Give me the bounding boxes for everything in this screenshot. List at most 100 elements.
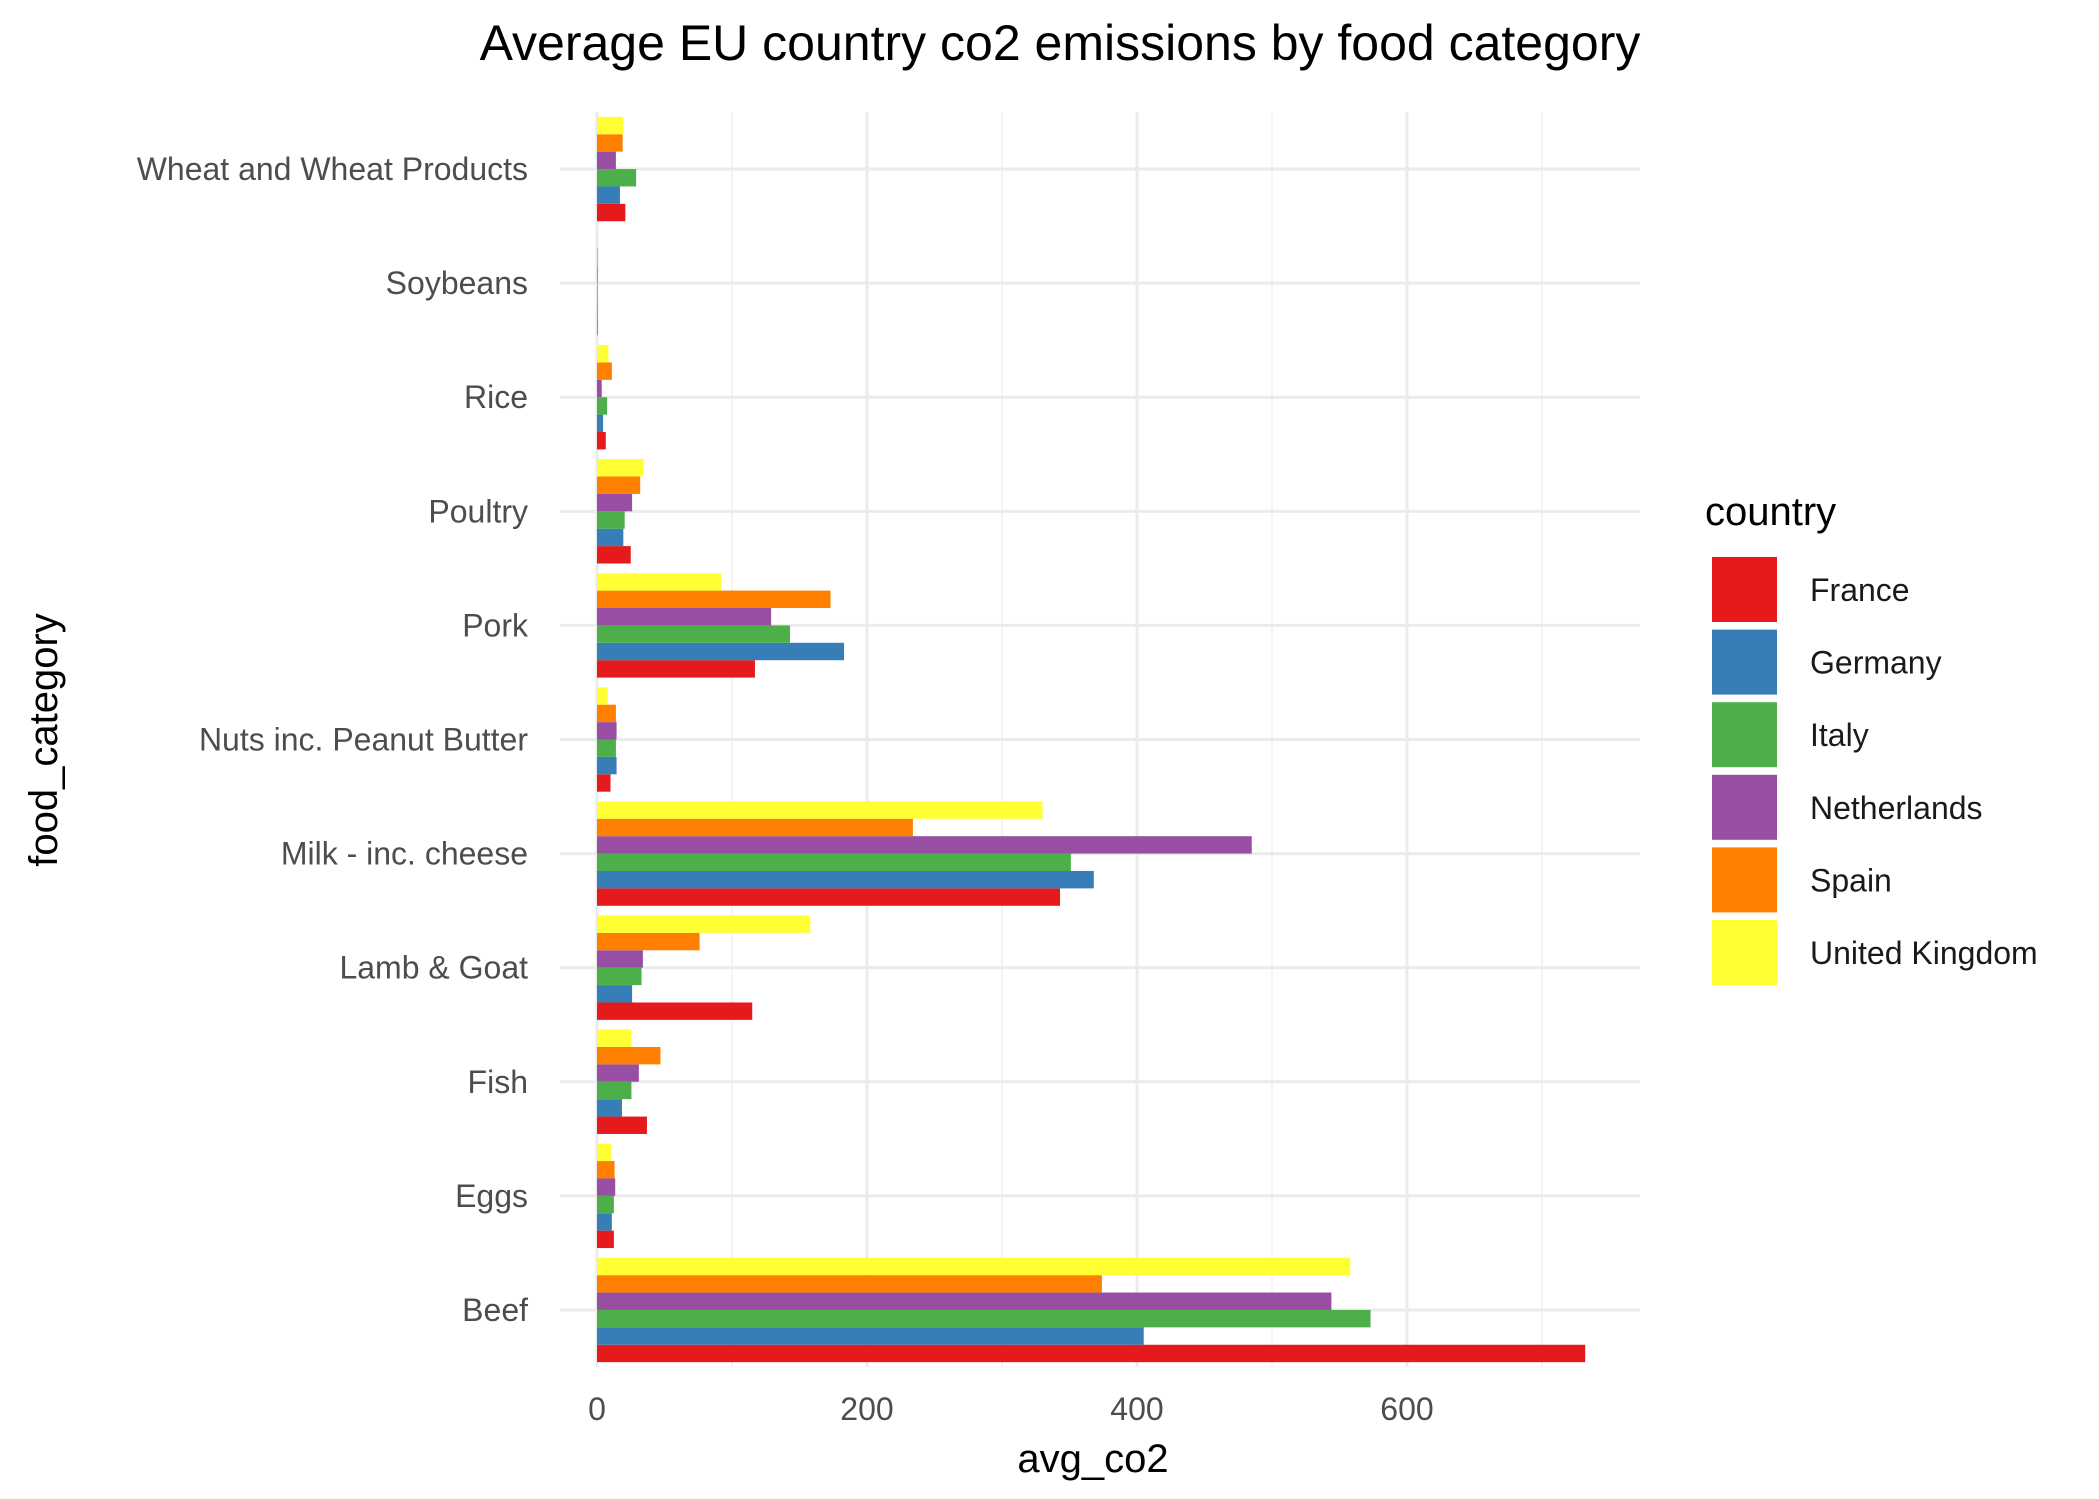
bar-netherlands-0 [597, 151, 616, 170]
y-tick-label: Pork [462, 607, 529, 643]
bar-italy-9 [597, 1195, 614, 1214]
bar-france-10 [597, 1344, 1586, 1363]
bar-italy-5 [597, 739, 616, 757]
bar-germany-5 [597, 756, 617, 775]
x-tick-label: 600 [1380, 1391, 1433, 1427]
bar-italy-0 [597, 169, 637, 187]
x-axis-title: avg_co2 [1017, 1437, 1168, 1481]
y-tick-label: Nuts inc. Peanut Butter [199, 722, 528, 758]
bar-france-1 [597, 317, 598, 336]
bar-france-3 [597, 546, 631, 564]
grid-lines [560, 112, 1640, 1367]
bar-spain-1 [597, 248, 598, 266]
bar-spain-0 [597, 134, 623, 152]
bar-netherlands-6 [597, 836, 1252, 854]
x-axis-ticks: 0 200 400 600 [588, 1391, 1434, 1427]
x-tick-label: 400 [1110, 1391, 1163, 1427]
bar-netherlands-4 [597, 608, 772, 626]
bar-italy-10 [597, 1309, 1371, 1328]
legend-label: Netherlands [1810, 790, 1983, 826]
bar-united-kingdom-0 [597, 116, 624, 135]
bar-spain-5 [597, 704, 616, 723]
bar-netherlands-2 [597, 379, 602, 398]
bar-italy-3 [597, 511, 625, 529]
bar-italy-7 [597, 967, 642, 986]
bar-netherlands-7 [597, 950, 643, 968]
legend-swatch [1712, 920, 1777, 985]
bar-netherlands-10 [597, 1292, 1332, 1310]
y-tick-label: Eggs [455, 1178, 528, 1214]
y-axis-title: food_category [22, 613, 66, 867]
x-tick-label: 0 [588, 1391, 606, 1427]
bar-germany-10 [597, 1327, 1144, 1345]
bar-spain-6 [597, 818, 913, 837]
bar-spain-4 [597, 590, 831, 609]
bar-spain-8 [597, 1046, 661, 1065]
bar-france-2 [597, 432, 606, 450]
bar-united-kingdom-4 [597, 573, 722, 591]
bar-united-kingdom-3 [597, 459, 644, 477]
bar-netherlands-9 [597, 1178, 616, 1196]
bars-group [597, 116, 1586, 1363]
legend-label: United Kingdom [1810, 935, 2038, 971]
bar-france-0 [597, 203, 626, 222]
legend-label: Germany [1810, 645, 1942, 681]
legend-swatch [1712, 702, 1777, 768]
bar-france-4 [597, 660, 755, 678]
bar-france-9 [597, 1230, 614, 1249]
bar-germany-6 [597, 870, 1094, 889]
legend-label: France [1810, 572, 1910, 608]
bar-germany-4 [597, 642, 845, 661]
legend-items: France Germany Italy Netherlands Spain United… [1712, 557, 2038, 985]
legend-swatch [1712, 774, 1777, 840]
legend-title: country [1705, 490, 1836, 534]
bar-netherlands-8 [597, 1064, 639, 1082]
bar-netherlands-1 [597, 265, 598, 284]
y-tick-label: Poultry [428, 493, 528, 529]
y-tick-label: Beef [462, 1292, 528, 1328]
bar-spain-9 [597, 1161, 615, 1179]
bar-netherlands-3 [597, 493, 633, 512]
legend-label: Italy [1810, 717, 1869, 753]
y-axis-ticks: Wheat and Wheat Products Soybeans Rice Poul… [137, 151, 529, 1328]
bar-france-8 [597, 1116, 647, 1134]
bar-spain-7 [597, 932, 700, 951]
bar-united-kingdom-2 [597, 345, 609, 363]
bar-france-7 [597, 1002, 753, 1020]
bar-italy-4 [597, 625, 791, 643]
bar-united-kingdom-9 [597, 1143, 612, 1162]
legend-swatch [1712, 847, 1777, 913]
bar-germany-7 [597, 985, 633, 1003]
bar-united-kingdom-6 [597, 801, 1043, 819]
bar-germany-9 [597, 1213, 612, 1231]
x-tick-label: 200 [840, 1391, 893, 1427]
bar-united-kingdom-8 [597, 1029, 632, 1047]
bar-spain-2 [597, 362, 612, 380]
bar-spain-3 [597, 476, 641, 494]
y-tick-label: Lamb & Goat [339, 950, 528, 986]
y-tick-label: Rice [464, 379, 528, 415]
bar-united-kingdom-10 [597, 1257, 1351, 1276]
bar-italy-6 [597, 853, 1071, 871]
y-tick-label: Wheat and Wheat Products [137, 151, 528, 187]
bar-netherlands-5 [597, 722, 617, 740]
bar-spain-10 [597, 1275, 1102, 1293]
bar-united-kingdom-7 [597, 915, 811, 933]
y-tick-label: Milk - inc. cheese [281, 836, 528, 872]
bar-italy-8 [597, 1081, 632, 1100]
legend-label: Spain [1810, 862, 1892, 898]
bar-germany-2 [597, 414, 604, 433]
chart-title: Average EU country co2 emissions by food… [480, 15, 1641, 71]
bar-united-kingdom-1 [597, 230, 598, 249]
y-tick-label: Soybeans [386, 265, 528, 301]
bar-germany-1 [597, 300, 598, 318]
bar-italy-1 [597, 283, 598, 301]
legend-swatch [1712, 557, 1777, 622]
bar-germany-8 [597, 1099, 622, 1117]
bar-france-6 [597, 888, 1061, 906]
bar-united-kingdom-5 [597, 687, 608, 705]
bar-germany-0 [597, 186, 620, 204]
y-tick-label: Fish [468, 1064, 528, 1100]
bar-germany-3 [597, 528, 624, 547]
